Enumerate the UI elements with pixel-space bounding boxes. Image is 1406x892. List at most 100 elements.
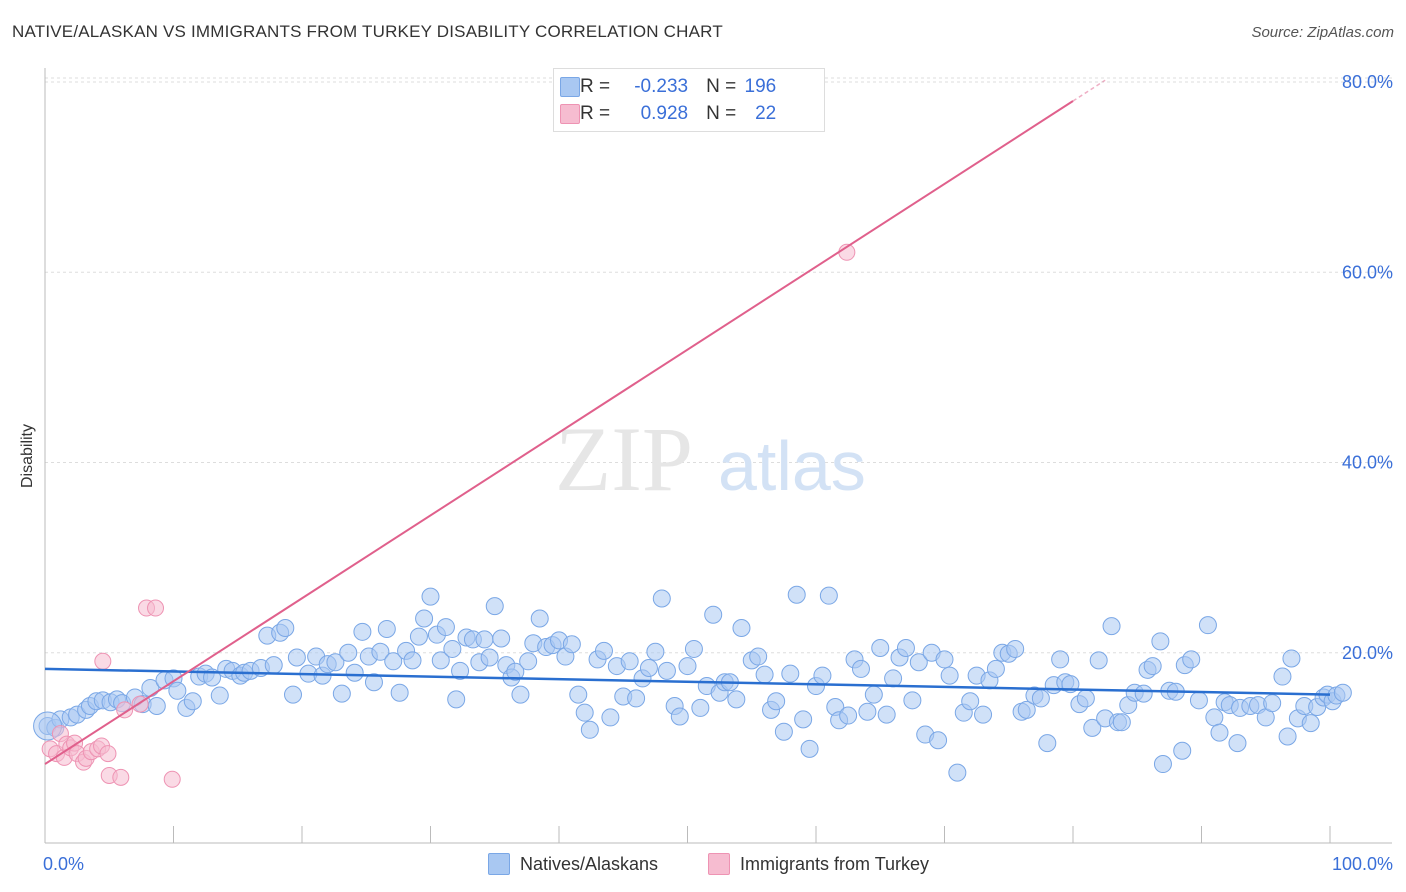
natives-point [794, 710, 813, 729]
watermark-atlas: atlas [718, 427, 866, 505]
r-label: R = [580, 103, 611, 124]
natives-point [287, 648, 306, 667]
natives-point [492, 629, 511, 648]
natives-point [1017, 700, 1036, 719]
x-tick-label-0: 0.0% [43, 854, 84, 874]
natives-point [732, 619, 751, 638]
natives-point [1273, 667, 1292, 686]
natives-point [1051, 650, 1070, 669]
natives-point [1151, 632, 1170, 651]
chart-title: NATIVE/ALASKAN VS IMMIGRANTS FROM TURKEY… [12, 22, 723, 41]
natives-point [1038, 734, 1057, 753]
natives-point [864, 685, 883, 704]
natives-point [332, 684, 351, 703]
natives-point [1089, 651, 1108, 670]
natives-point [704, 605, 723, 624]
natives-point [1006, 639, 1025, 658]
turkey-point [163, 770, 181, 788]
natives-point [620, 652, 639, 671]
natives-point [210, 686, 229, 705]
y-tick-label-40: 40.0% [1342, 453, 1393, 473]
natives-point [627, 689, 646, 708]
turkey-trend-line [44, 100, 1074, 765]
turkey-point [99, 745, 117, 763]
natives-point [961, 692, 980, 711]
natives-point [929, 731, 948, 750]
natives-point [909, 653, 928, 672]
natives-point [377, 619, 396, 638]
natives-point [727, 690, 746, 709]
natives-point [858, 702, 877, 721]
natives-point [326, 653, 345, 672]
r-label: R = [580, 76, 611, 97]
turkey-swatch [560, 104, 580, 124]
r-value-natives: -0.233 [634, 76, 689, 97]
natives-trend-line [44, 667, 1331, 696]
natives-point [646, 642, 665, 661]
natives-point [749, 647, 768, 666]
natives-point [1205, 708, 1224, 727]
natives-point [1301, 714, 1320, 733]
natives-point [431, 651, 450, 670]
natives-point [877, 705, 896, 724]
natives-point [511, 685, 530, 704]
natives-point [903, 691, 922, 710]
natives-point [562, 635, 581, 654]
n-label: N = [706, 76, 737, 97]
natives-point [1173, 741, 1192, 760]
y-tick-label-20: 20.0% [1342, 643, 1393, 663]
natives-point [415, 609, 434, 628]
natives-point [1112, 713, 1131, 732]
natives-point [884, 669, 903, 688]
natives-point [451, 661, 470, 680]
natives-point [871, 638, 890, 657]
natives-point [774, 722, 793, 741]
legend-item-turkey[interactable]: Immigrants from Turkey [708, 852, 929, 876]
natives-point [519, 652, 538, 671]
natives-point [594, 641, 613, 660]
watermark-zip: ZIP [555, 408, 693, 510]
y-tick-label-60: 60.0% [1342, 262, 1393, 282]
natives-point [530, 609, 549, 628]
natives-swatch [560, 77, 580, 97]
natives-point [986, 659, 1005, 678]
turkey-point [147, 599, 165, 617]
natives-point [639, 658, 658, 677]
natives-point [839, 706, 858, 725]
natives-point [409, 627, 428, 646]
x-tick-label-100: 100.0% [1332, 854, 1393, 874]
natives-point [1278, 727, 1297, 746]
legend-item-natives[interactable]: Natives/Alaskans [488, 852, 658, 876]
natives-point [390, 683, 409, 702]
n-label: N = [706, 103, 737, 124]
natives-point [601, 708, 620, 727]
natives-point [480, 648, 499, 667]
natives-point [684, 639, 703, 658]
natives-point [935, 650, 954, 669]
natives-point [345, 663, 364, 682]
y-tick-label-80: 80.0% [1342, 72, 1393, 92]
natives-point [974, 705, 993, 724]
natives-point [1333, 683, 1352, 702]
natives-point [371, 642, 390, 661]
natives-point [851, 659, 870, 678]
natives-point [569, 685, 588, 704]
turkey-point [112, 768, 130, 786]
natives-point [896, 638, 915, 657]
stats-box: R = -0.233 N = 196 R = 0.928 N = 22 [553, 68, 825, 132]
natives-point [339, 643, 358, 662]
natives-point [1282, 649, 1301, 668]
stats-row-natives: R = -0.233 N = 196 [560, 75, 776, 99]
legend-label-natives: Natives/Alaskans [520, 853, 659, 874]
natives-point [755, 665, 774, 684]
n-value-turkey: 22 [755, 103, 777, 124]
natives-point [421, 587, 440, 606]
natives-point [403, 651, 422, 670]
r-value-turkey: 0.928 [640, 103, 689, 124]
natives-point [1076, 689, 1095, 708]
natives-point [819, 586, 838, 605]
natives-point [767, 692, 786, 711]
natives-point [575, 703, 594, 722]
natives-point [678, 657, 697, 676]
